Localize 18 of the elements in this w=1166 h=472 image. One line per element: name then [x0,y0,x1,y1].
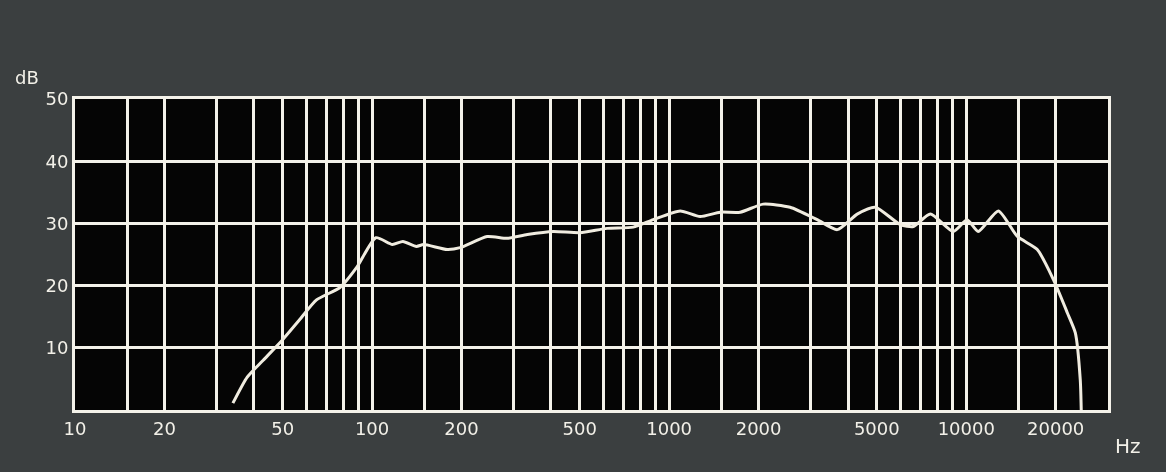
y-tick-label: 10 [45,337,69,359]
x-tick-label: 10000 [937,417,995,439]
y-tick-label: 30 [45,212,69,234]
y-tick-label: 20 [45,274,69,296]
y-tick-label: 50 [45,88,69,110]
x-tick-label: 2000 [735,417,782,439]
x-axis-title: Hz [1115,434,1141,458]
y-tick-label: 40 [45,150,69,172]
y-axis-title: dB [15,67,39,88]
x-tick-label: 20 [152,417,176,439]
x-tick-label: 500 [562,417,597,439]
x-tick-label: 10 [63,417,87,439]
x-tick-label: 20000 [1027,417,1085,439]
x-tick-label: 1000 [646,417,693,439]
x-tick-label: 100 [354,417,390,439]
x-tick-label: 200 [444,417,479,439]
x-tick-label: 50 [271,417,295,439]
x-tick-label: 5000 [853,417,900,439]
